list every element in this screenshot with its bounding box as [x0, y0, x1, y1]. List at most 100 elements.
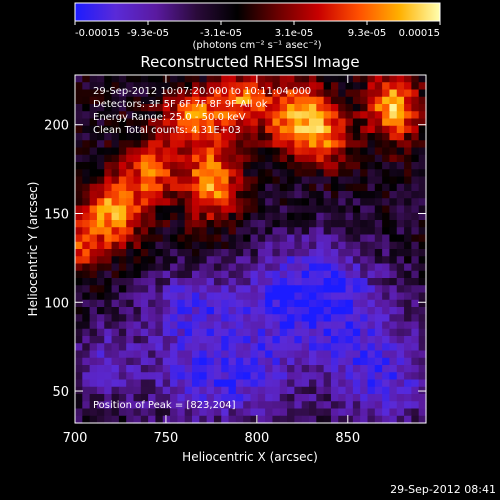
heatmap-cell: [155, 372, 164, 381]
heatmap-cell: [352, 111, 361, 120]
heatmap-cell: [170, 328, 178, 337]
heatmap-cell: [330, 241, 339, 250]
heatmap-cell: [279, 249, 288, 257]
heatmap-cell: [367, 372, 376, 381]
heatmap-cell: [213, 365, 222, 373]
heatmap-cell: [272, 183, 281, 192]
heatmap-cell: [155, 147, 164, 156]
heatmap-cell: [323, 314, 332, 323]
heatmap-cell: [323, 154, 332, 163]
heatmap-cell: [330, 336, 339, 344]
heatmap-cell: [170, 365, 178, 373]
heatmap-cell: [96, 372, 105, 381]
heatmap-cell: [257, 118, 266, 127]
heatmap-cell: [75, 212, 83, 221]
heatmap-cell: [96, 133, 105, 141]
heatmap-cell: [309, 350, 317, 359]
heatmap-cell: [75, 96, 83, 105]
heatmap-cell: [133, 82, 142, 91]
heatmap-cell: [170, 118, 178, 127]
heatmap-cell: [162, 285, 171, 294]
heatmap-cell: [294, 89, 303, 98]
heatmap-cell: [396, 328, 405, 337]
heatmap-cell: [184, 89, 193, 98]
heatmap-cell: [199, 96, 208, 105]
heatmap-cell: [148, 133, 157, 141]
heatmap-cell: [140, 96, 149, 105]
heatmap-cell: [404, 357, 412, 366]
heatmap-cell: [272, 401, 281, 410]
heatmap-cell: [148, 234, 157, 243]
heatmap-cell: [316, 321, 325, 330]
heatmap-cell: [235, 256, 244, 265]
heatmap-cell: [243, 125, 252, 134]
heatmap-cell: [250, 307, 259, 315]
heatmap-cell: [316, 379, 325, 388]
heatmap-cell: [118, 263, 127, 272]
heatmap-cell: [389, 343, 398, 352]
heatmap-cell: [228, 292, 237, 301]
heatmap-cell: [75, 147, 83, 156]
heatmap-cell: [111, 401, 120, 410]
heatmap-cell: [411, 212, 420, 221]
heatmap-cell: [235, 365, 244, 373]
heatmap-cell: [184, 350, 193, 359]
heatmap-cell: [243, 408, 252, 417]
heatmap-cell: [140, 140, 149, 149]
heatmap-cell: [352, 205, 361, 214]
heatmap-cell: [235, 314, 244, 323]
heatmap-cell: [404, 154, 412, 163]
heatmap-cell: [272, 75, 281, 83]
heatmap-cell: [404, 379, 412, 388]
heatmap-cell: [133, 249, 142, 257]
heatmap-cell: [235, 415, 244, 424]
heatmap-cell: [184, 401, 193, 410]
heatmap-cell: [367, 234, 376, 243]
heatmap-cell: [213, 394, 222, 402]
heatmap-cell: [235, 133, 244, 141]
heatmap-cell: [111, 140, 120, 149]
heatmap-cell: [75, 328, 83, 337]
heatmap-cell: [126, 205, 135, 214]
heatmap-cell: [294, 249, 303, 257]
heatmap-cell: [126, 220, 135, 228]
heatmap-cell: [404, 96, 412, 105]
heatmap-cell: [287, 140, 295, 149]
heatmap-cell: [140, 176, 149, 185]
heatmap-cell: [309, 140, 317, 149]
heatmap-cell: [206, 133, 215, 141]
heatmap-cell: [148, 365, 157, 373]
heatmap-cell: [199, 372, 208, 381]
heatmap-cell: [126, 147, 135, 156]
heatmap-cell: [265, 408, 274, 417]
heatmap-cell: [265, 299, 274, 308]
heatmap-cell: [148, 241, 157, 250]
heatmap-cell: [177, 89, 186, 98]
heatmap-cell: [301, 292, 310, 301]
heatmap-cell: [82, 249, 91, 257]
heatmap-cell: [374, 133, 383, 141]
heatmap-cell: [404, 415, 412, 424]
heatmap-cell: [272, 198, 281, 207]
heatmap-cell: [389, 249, 398, 257]
heatmap-cell: [228, 140, 237, 149]
heatmap-cell: [374, 408, 383, 417]
heatmap-cell: [75, 118, 83, 127]
heatmap-cell: [162, 386, 171, 395]
heatmap-cell: [389, 191, 398, 199]
heatmap-cell: [118, 343, 127, 352]
heatmap-cell: [294, 292, 303, 301]
heatmap-cell: [338, 75, 347, 83]
heatmap-cell: [199, 154, 208, 163]
heatmap-cell: [367, 104, 376, 112]
heatmap-cell: [411, 162, 420, 170]
heatmap-cell: [75, 198, 83, 207]
heatmap-cell: [126, 321, 135, 330]
heatmap-cell: [418, 328, 427, 337]
heatmap-cell: [133, 154, 142, 163]
heatmap-cell: [360, 343, 369, 352]
heatmap-cell: [133, 263, 142, 272]
heatmap-cell: [75, 307, 83, 315]
heatmap-cell: [330, 176, 339, 185]
heatmap-cell: [309, 256, 317, 265]
